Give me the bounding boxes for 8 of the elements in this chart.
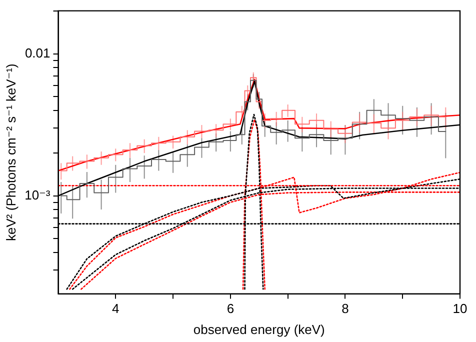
x-tick-label: 10	[452, 301, 468, 316]
y-tick-label: 0.01	[24, 45, 50, 60]
x-tick-label: 8	[342, 301, 349, 316]
y-axis-title: keV² (Photons cm⁻² s⁻¹ keV⁻¹)	[3, 64, 18, 241]
y-tick-label: 10⁻³	[24, 187, 51, 202]
x-axis-title: observed energy (keV)	[193, 322, 325, 337]
x-tick-label: 6	[226, 301, 234, 316]
x-tick-label: 4	[112, 301, 120, 316]
